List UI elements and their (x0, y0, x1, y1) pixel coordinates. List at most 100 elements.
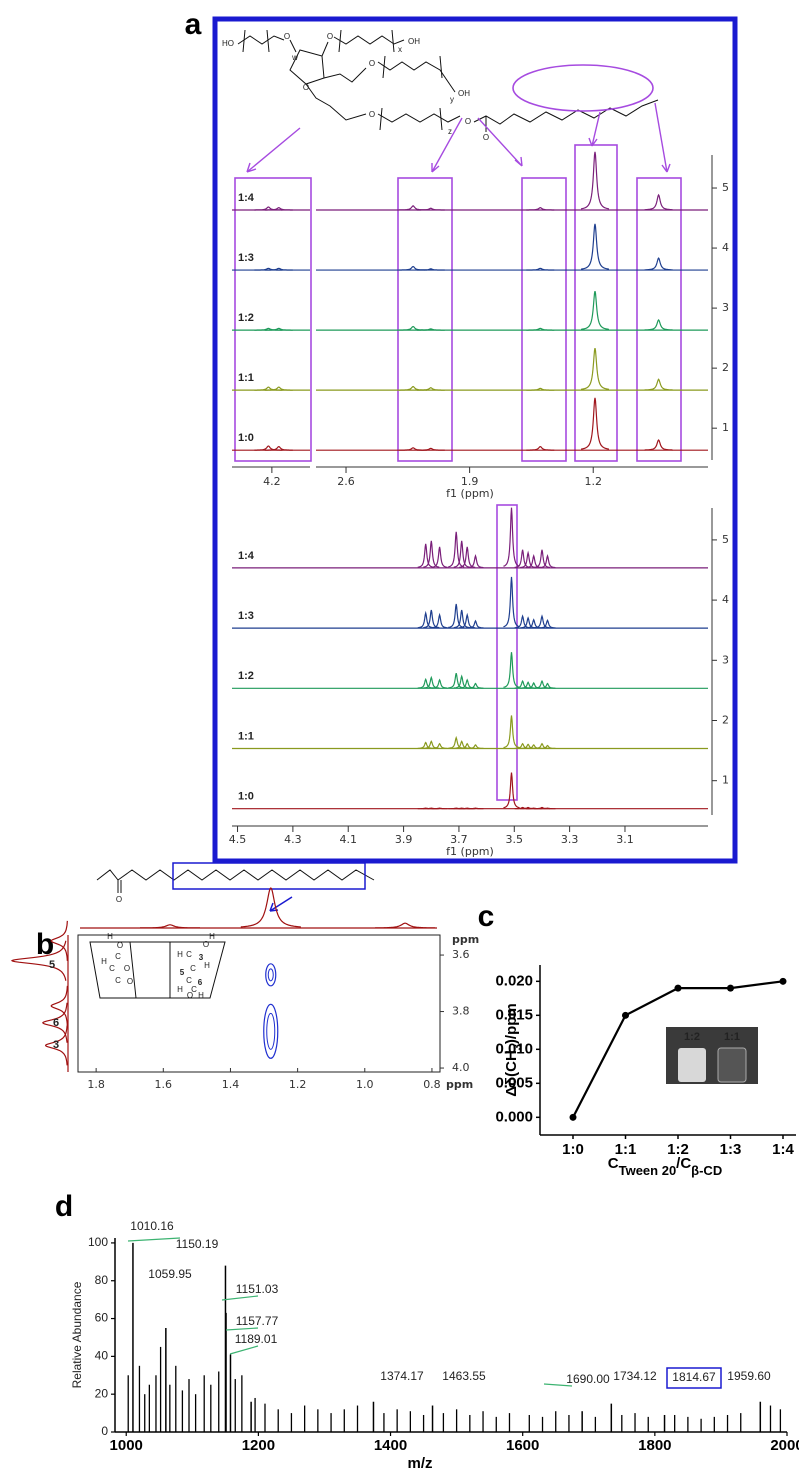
leader (225, 1327, 259, 1331)
structure-label: O (369, 59, 375, 68)
peak-label: 1010.16 (130, 1219, 174, 1233)
peak (526, 267, 555, 271)
peak (453, 540, 470, 568)
y-tick-label: 0.010 (495, 1040, 533, 1057)
leader (127, 1237, 181, 1242)
y-tick-label: 40 (95, 1349, 109, 1363)
inset-label: 1:1 (724, 1031, 740, 1043)
y-tick-label: 100 (88, 1235, 108, 1249)
ring-label: H (177, 985, 183, 994)
ring-label: O (187, 991, 193, 1000)
x-tick-label: 4.5 (229, 833, 247, 846)
structure-label: O (483, 133, 489, 142)
x-tick-label: 1:4 (772, 1141, 794, 1158)
peak (503, 772, 520, 809)
peak (503, 576, 520, 628)
series-label: 1:2 (238, 312, 254, 324)
offset-tick-label: 3 (722, 653, 729, 666)
peak-label: 1151.03 (236, 1282, 279, 1296)
peak (254, 386, 283, 391)
peak-label: 1150.19 (176, 1237, 219, 1251)
x-tick-label: 1:3 (720, 1141, 742, 1158)
structure-label: O (465, 117, 471, 126)
ring-label: C (186, 976, 192, 985)
peak (520, 616, 537, 629)
x-tick-label: 0.8 (423, 1078, 441, 1091)
y-tick-label: 60 (95, 1311, 109, 1325)
inset-photo (666, 1027, 758, 1084)
peak-label: 1690.00 (566, 1372, 610, 1386)
ring-label: O (124, 964, 130, 973)
x-tick-label: 1.9 (461, 475, 479, 488)
x-tick-label: 1.8 (87, 1078, 105, 1091)
peak (264, 267, 293, 271)
x-tick-label: 3.9 (395, 833, 413, 846)
peak (534, 549, 550, 568)
y-tick-label: 0.005 (495, 1074, 533, 1091)
series-label: 1:4 (238, 550, 255, 562)
peak (417, 543, 434, 568)
y-axis-label: Δδ(CH3)/ppm (503, 1003, 524, 1097)
peak (533, 614, 551, 629)
peak (580, 347, 610, 390)
x-tick-label: 3.5 (506, 833, 524, 846)
offset-tick-label: 2 (722, 361, 729, 374)
y-axis-label-part: 3 (512, 1044, 524, 1050)
projection-peak (50, 920, 68, 962)
projection-peak (42, 1002, 68, 1043)
x-tick-label: 1:1 (615, 1141, 637, 1158)
peak (453, 609, 470, 629)
peak (503, 507, 520, 567)
peak (431, 612, 448, 629)
panel-label: b (36, 928, 54, 961)
peak (264, 327, 293, 331)
x-axis-label: f1 (ppm) (446, 487, 494, 500)
x-tick-label: 1800 (638, 1437, 671, 1454)
ring-label: 5 (180, 968, 185, 977)
peak (399, 205, 428, 211)
peak (467, 619, 484, 629)
ring-label: C (186, 950, 192, 959)
ring-label: O (117, 941, 123, 950)
point (622, 1011, 629, 1019)
peak (526, 206, 555, 211)
x-axis-label: m/z (407, 1455, 432, 1472)
x-tick-label: 2.6 (337, 475, 355, 488)
peak (539, 554, 556, 569)
peak (264, 386, 293, 391)
y-tick-label: 3.8 (452, 1005, 470, 1018)
peak (534, 679, 550, 689)
peak (416, 447, 445, 451)
offset-tick-label: 1 (722, 421, 729, 434)
x-axis-label: f1 (ppm) (446, 845, 494, 858)
offset-tick-label: 5 (722, 181, 729, 194)
panel-label: a (185, 8, 202, 41)
structure-label: O (284, 32, 290, 41)
peak (264, 445, 293, 451)
x-tick-label: 4.1 (339, 833, 357, 846)
peak (539, 618, 556, 629)
peak-label: 1959.60 (727, 1369, 771, 1383)
ring-label: H (177, 950, 183, 959)
series-label: 1:1 (238, 372, 254, 384)
peak-label: 1374.17 (380, 1369, 424, 1383)
peak (525, 681, 542, 689)
y-tick-label: 0.020 (495, 972, 533, 989)
peak (539, 682, 556, 689)
projection-peak (44, 1025, 68, 1066)
ring-label: C (109, 964, 115, 973)
peak-label: 1059.95 (148, 1267, 192, 1281)
ring-label: H (204, 961, 210, 970)
x-axis-label-part: /C (676, 1155, 691, 1172)
ring-label: H (198, 991, 204, 1000)
structure-label: O (327, 32, 333, 41)
peak (520, 681, 537, 689)
peak (416, 207, 445, 211)
offset-tick-label: 2 (722, 713, 729, 726)
cross-peak (265, 963, 277, 987)
y-tick-label: 4.0 (452, 1061, 470, 1074)
structure-b (77, 862, 441, 1073)
x-axis-label-part: Tween 20 (619, 1163, 677, 1178)
x-axis-label-part: C (608, 1155, 619, 1172)
